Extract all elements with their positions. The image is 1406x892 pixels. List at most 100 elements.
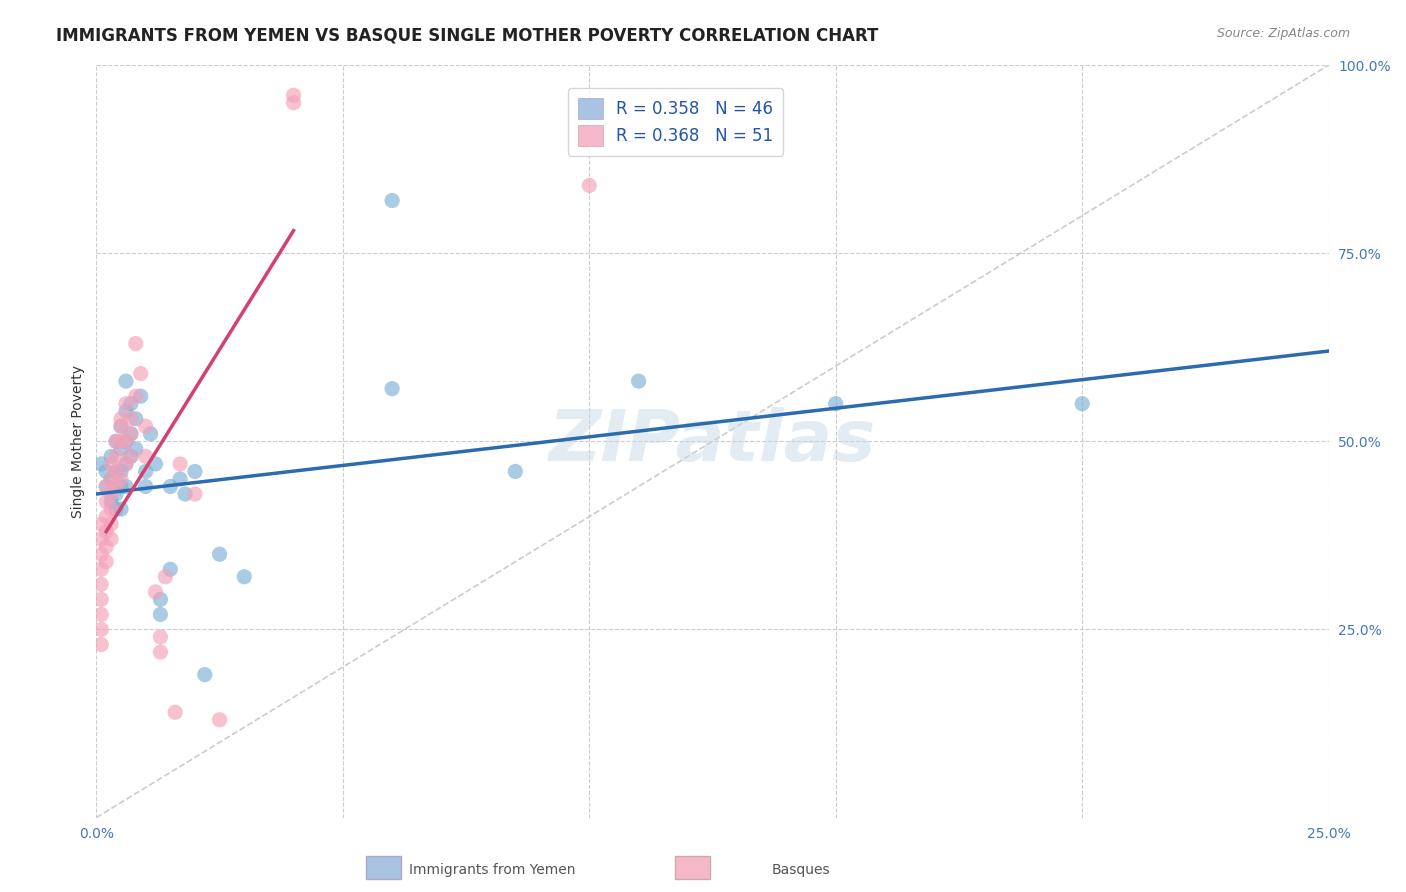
Point — [100, 450, 122, 464]
Point — [174, 487, 197, 501]
Point — [90, 517, 112, 532]
Point — [159, 479, 181, 493]
Point — [90, 532, 112, 546]
Point — [115, 479, 138, 493]
Point — [627, 374, 650, 388]
Point — [115, 404, 138, 418]
Point — [90, 547, 112, 561]
Point — [110, 502, 132, 516]
Point — [90, 457, 112, 471]
Point — [505, 465, 527, 479]
Point — [110, 419, 132, 434]
Point — [824, 397, 846, 411]
Point — [155, 570, 177, 584]
Point — [105, 487, 128, 501]
Point — [184, 465, 207, 479]
Point — [115, 434, 138, 449]
Point — [169, 472, 191, 486]
Point — [165, 705, 187, 719]
Point — [110, 465, 132, 479]
Point — [125, 336, 148, 351]
Point — [208, 713, 231, 727]
Point — [381, 194, 404, 208]
Point — [96, 479, 118, 493]
Point — [283, 88, 305, 103]
Point — [115, 457, 138, 471]
Point — [100, 532, 122, 546]
Point — [96, 524, 118, 539]
Point — [105, 434, 128, 449]
Point — [105, 450, 128, 464]
Point — [100, 457, 122, 471]
Point — [100, 517, 122, 532]
Text: ZIPatlas: ZIPatlas — [548, 407, 876, 475]
Point — [129, 389, 152, 403]
Point — [145, 585, 167, 599]
Point — [110, 434, 132, 449]
Point — [100, 502, 122, 516]
Point — [115, 457, 138, 471]
Point — [129, 367, 152, 381]
Point — [105, 479, 128, 493]
Point — [90, 607, 112, 622]
Point — [96, 555, 118, 569]
Text: Basques: Basques — [772, 863, 831, 877]
Point — [100, 472, 122, 486]
Point — [105, 502, 128, 516]
Point — [100, 487, 122, 501]
Point — [194, 667, 217, 681]
Point — [110, 472, 132, 486]
Point — [578, 178, 600, 193]
Point — [100, 494, 122, 508]
Point — [110, 442, 132, 456]
Point — [149, 607, 172, 622]
Point — [135, 465, 157, 479]
Point — [105, 434, 128, 449]
Point — [90, 592, 112, 607]
Point — [120, 397, 142, 411]
Point — [100, 472, 122, 486]
Point — [96, 509, 118, 524]
Point — [135, 450, 157, 464]
Point — [90, 638, 112, 652]
Point — [120, 426, 142, 441]
Point — [105, 465, 128, 479]
Point — [149, 645, 172, 659]
Point — [110, 479, 132, 493]
Point — [1071, 397, 1094, 411]
Point — [110, 411, 132, 425]
Text: IMMIGRANTS FROM YEMEN VS BASQUE SINGLE MOTHER POVERTY CORRELATION CHART: IMMIGRANTS FROM YEMEN VS BASQUE SINGLE M… — [56, 27, 879, 45]
Point — [105, 465, 128, 479]
Y-axis label: Single Mother Poverty: Single Mother Poverty — [72, 365, 86, 518]
Point — [120, 450, 142, 464]
Point — [139, 426, 162, 441]
Point — [149, 630, 172, 644]
Point — [159, 562, 181, 576]
Point — [135, 419, 157, 434]
Point — [283, 95, 305, 110]
Point — [208, 547, 231, 561]
Point — [96, 540, 118, 554]
Point — [90, 562, 112, 576]
Point — [149, 592, 172, 607]
Point — [184, 487, 207, 501]
Point — [169, 457, 191, 471]
Point — [125, 389, 148, 403]
Point — [120, 450, 142, 464]
Point — [115, 434, 138, 449]
Point — [90, 577, 112, 591]
Point — [125, 442, 148, 456]
Point — [145, 457, 167, 471]
Point — [120, 411, 142, 425]
Point — [135, 479, 157, 493]
Point — [96, 465, 118, 479]
Point — [125, 411, 148, 425]
Point — [115, 374, 138, 388]
Point — [110, 419, 132, 434]
Point — [115, 397, 138, 411]
Text: Immigrants from Yemen: Immigrants from Yemen — [409, 863, 575, 877]
Point — [96, 494, 118, 508]
Text: Source: ZipAtlas.com: Source: ZipAtlas.com — [1216, 27, 1350, 40]
Point — [90, 623, 112, 637]
Legend: R = 0.358   N = 46, R = 0.368   N = 51: R = 0.358 N = 46, R = 0.368 N = 51 — [568, 88, 783, 156]
